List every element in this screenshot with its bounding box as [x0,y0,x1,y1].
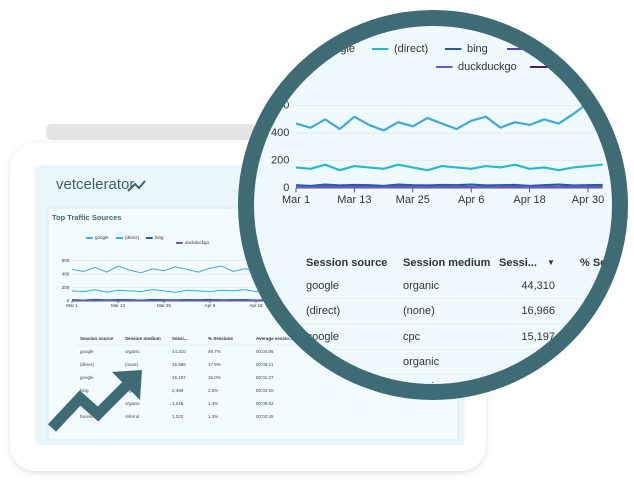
table-cell: organic [403,280,440,292]
x-tick-label: Mar 25 [157,303,172,308]
x-tick-label: Apr 18 [249,303,263,308]
y-tick-label: 0 [283,182,289,194]
mini-cell: 16.0% [208,375,221,380]
arrow-head [112,370,142,400]
mini-header: Session medium [125,336,161,341]
table-header: % Se [580,257,606,269]
legend-label: (direct) [394,43,428,55]
mini-cell: 00:02:45 [256,414,274,419]
mini-cell: referral [125,414,139,419]
table-header: Sessi... [499,257,537,269]
legend-label: bing [467,43,488,55]
logo-arrow [127,180,146,192]
mini-cell: 1.3% [208,414,218,419]
x-tick-label: Apr 18 [513,194,545,206]
table-cell: (none) [403,305,435,317]
x-tick-label: Mar 25 [396,194,430,206]
mini-cell: 1,222 [172,414,184,419]
legend-label: bing [155,235,164,240]
logo: vetcelerator [56,176,134,193]
mini-cell: 00:04:05 [256,349,274,354]
panel-title: Top Traffic Sources [52,213,121,222]
table-cell: 15,197 [521,331,555,343]
mini-cell: 1,246 [172,401,184,406]
mini-cell: 16,966 [172,362,186,367]
mini-cell: google [80,349,94,354]
mini-header: % Sessions [208,336,234,341]
table-cell: 44,310 [521,280,555,292]
table-cell: (direct) [306,305,340,317]
legend-label: duckduckgo [185,240,210,245]
tablet-back [46,124,256,140]
x-tick-label: Mar 13 [111,303,126,308]
table-cell: organic [403,356,440,368]
series-line [295,183,603,188]
mini-cell: 15,197 [172,375,186,380]
mini-cell: organic [125,349,141,354]
mini-cell: 00:01:27 [256,375,274,380]
y-tick-label: 400 [62,271,70,276]
series-line [295,97,603,132]
mini-cell: google [80,375,94,380]
mini-cell: 1.3% [208,401,218,406]
mini-cell: organic [125,401,141,406]
mini-cell: 00:04:10 [256,388,274,393]
y-tick-label: 600 [62,258,70,263]
mini-cell: 46.7% [208,349,221,354]
mini-cell: 17.9% [208,362,221,367]
mini-cell: (direct) [80,362,95,367]
legend-label: duckduckgo [458,61,517,73]
y-tick-label: 200 [271,154,289,166]
mini-cell: 44,310 [172,349,186,354]
x-tick-label: Apr 6 [205,303,216,308]
mini-header: Sessi... [172,336,188,341]
table-cell: cpc [403,331,421,343]
series-line [295,185,603,189]
x-tick-label: Mar 1 [282,194,310,206]
mini-cell: facebook [80,414,99,419]
x-tick-label: Apr 30 [572,194,604,206]
growth-arrow [47,370,142,432]
arrow-line [47,380,132,432]
table-header: Session source [306,257,387,269]
mini-cell: 2,469 [172,388,184,393]
mini-header: Session source [80,336,114,341]
mini-header: Average sessio... [256,336,293,341]
x-tick-label: Mar 1 [66,303,78,308]
table-cell: google [306,280,339,292]
x-tick-label: Mar 13 [337,194,371,206]
mini-cell: (none) [125,362,139,367]
lens-rim [238,10,628,400]
mini-cell: 2.6% [208,388,218,393]
table-header: Session medium [403,257,491,269]
y-tick-label: 400 [271,127,289,139]
table-header: ▼ [547,258,555,267]
mini-cell: bing [80,388,89,393]
mini-cell: 00:05:02 [256,401,274,406]
y-tick-label: 200 [62,285,70,290]
table-cell: 16,966 [521,305,555,317]
x-tick-label: Apr 6 [458,194,484,206]
legend-label: google [95,235,109,240]
y-tick-label: 0 [67,298,70,303]
series-line [295,163,603,172]
mini-cell: 00:03:21 [256,362,274,367]
legend-label: (direct) [125,235,140,240]
